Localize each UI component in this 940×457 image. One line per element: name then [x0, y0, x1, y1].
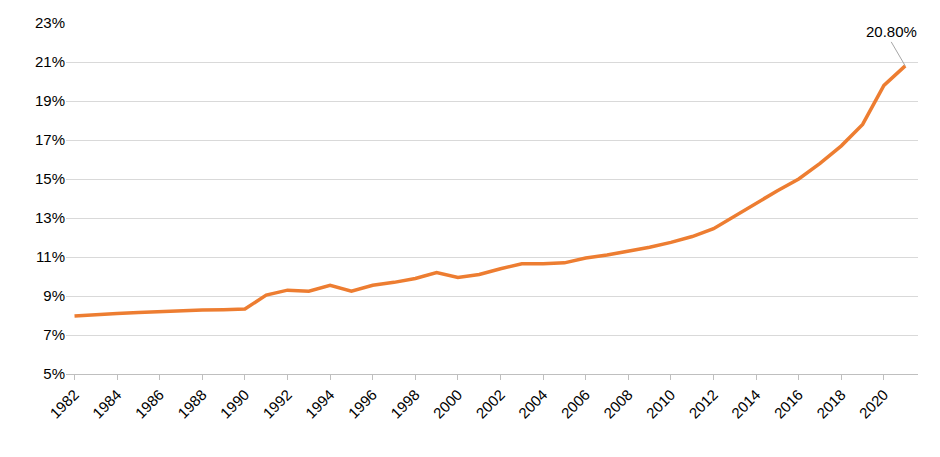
- svg-text:1990: 1990: [217, 386, 253, 422]
- svg-text:2008: 2008: [600, 386, 636, 422]
- svg-text:2004: 2004: [515, 386, 551, 422]
- svg-text:1996: 1996: [345, 386, 381, 422]
- svg-text:13%: 13%: [35, 209, 65, 226]
- svg-text:1986: 1986: [132, 386, 168, 422]
- svg-text:1998: 1998: [387, 386, 423, 422]
- svg-text:7%: 7%: [43, 326, 65, 343]
- svg-text:9%: 9%: [43, 287, 65, 304]
- svg-text:2020: 2020: [856, 386, 892, 422]
- svg-text:17%: 17%: [35, 131, 65, 148]
- svg-text:1994: 1994: [302, 386, 338, 422]
- svg-text:20.80%: 20.80%: [866, 23, 917, 40]
- svg-text:2016: 2016: [771, 386, 807, 422]
- svg-text:1984: 1984: [89, 386, 125, 422]
- svg-text:5%: 5%: [43, 365, 65, 382]
- svg-text:2010: 2010: [643, 386, 679, 422]
- svg-text:2002: 2002: [472, 386, 508, 422]
- svg-text:23%: 23%: [35, 14, 65, 31]
- svg-text:21%: 21%: [35, 53, 65, 70]
- svg-text:1992: 1992: [259, 386, 295, 422]
- svg-text:19%: 19%: [35, 92, 65, 109]
- svg-text:1982: 1982: [46, 386, 82, 422]
- svg-text:2000: 2000: [430, 386, 466, 422]
- svg-text:15%: 15%: [35, 170, 65, 187]
- svg-text:2018: 2018: [813, 386, 849, 422]
- svg-text:2012: 2012: [685, 386, 721, 422]
- svg-text:1988: 1988: [174, 386, 210, 422]
- svg-text:11%: 11%: [36, 248, 65, 265]
- svg-text:2006: 2006: [558, 386, 594, 422]
- svg-text:2014: 2014: [728, 386, 764, 422]
